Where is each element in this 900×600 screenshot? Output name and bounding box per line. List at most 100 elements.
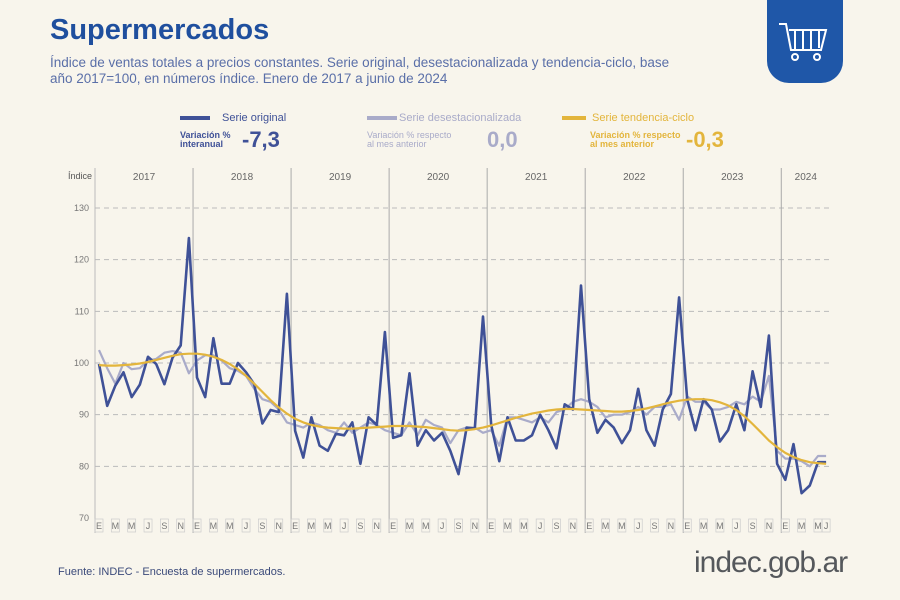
month-tick-box [94,518,104,533]
year-label: 2018 [231,172,254,183]
month-tick-box [225,518,235,533]
month-label: M [814,521,822,531]
month-tick-box [699,518,708,533]
month-tick-box [617,518,627,533]
month-tick-box [584,518,594,533]
month-tick-box [127,518,137,533]
stat-value-desestacionalizada: 0,0 [487,127,518,152]
month-label: J [146,521,151,531]
stat-label: Variación % respecto al mes anterior [590,131,681,149]
month-label: N [668,521,675,531]
month-label: J [824,521,829,531]
month-label: N [766,521,773,531]
month-label: M [618,521,626,531]
stat-label-line: Variación % respecto [367,130,452,140]
month-tick-box [552,518,561,533]
month-label: E [782,521,788,531]
month-label: E [586,521,592,531]
month-label: J [734,521,739,531]
month-tick-box [601,518,610,533]
month-tick-box [437,518,447,533]
month-label: S [161,521,167,531]
month-tick-box [535,518,545,533]
series-line-original [97,236,827,495]
month-tick-box [388,518,398,533]
month-label: E [96,521,102,531]
month-label: M [406,521,414,531]
y-tick-label: 110 [75,306,89,316]
month-tick-box [209,518,218,533]
month-label: J [244,521,249,531]
y-tick-label: 100 [74,358,89,368]
month-label: J [440,521,445,531]
month-tick-box [176,518,186,533]
month-tick-box [290,518,300,533]
month-tick-box [821,518,831,533]
month-tick-box [258,518,267,533]
month-label: M [112,521,120,531]
month-tick-box [323,518,333,533]
month-tick-box [780,518,790,533]
month-tick-box [682,518,692,533]
month-tick-box [307,518,316,533]
month-tick-box [143,518,153,533]
y-tick-label: 80 [79,461,89,471]
stat-value-tendencia: -0,3 [686,127,724,152]
month-label: M [226,521,234,531]
month-tick-box [421,518,431,533]
month-label: M [602,521,610,531]
stat-label-line: al mes anterior [367,139,427,149]
legend-label: Serie original [222,112,287,124]
legend-label: Serie desestacionalizada [399,112,522,124]
month-label: M [700,521,708,531]
month-tick-box [454,518,463,533]
month-label: J [342,521,347,531]
month-tick-box [748,518,757,533]
source-note: Fuente: INDEC - Encuesta de supermercado… [58,566,286,578]
stat-value-original: -7,3 [242,127,280,152]
month-label: S [652,521,658,531]
year-label: 2021 [525,172,548,183]
month-label: N [177,521,184,531]
month-label: E [684,521,690,531]
month-label: J [636,521,641,531]
stat-label-line: Variación % [180,130,231,140]
month-tick-box [356,518,365,533]
month-label: M [798,521,806,531]
month-tick-box [731,518,741,533]
shopping-cart-badge [767,0,843,83]
legend-item-original: Serie original [180,112,286,124]
month-label: E [292,521,298,531]
month-label: N [472,521,479,531]
stat-label: Variación % interanual [180,131,231,149]
month-label: M [308,521,316,531]
month-label: E [390,521,396,531]
month-tick-box [192,518,202,533]
year-label: 2019 [329,172,352,183]
month-tick-box [666,518,676,533]
month-label: N [374,521,381,531]
year-label: 2024 [795,172,818,183]
month-label: E [488,521,494,531]
month-label: M [128,521,136,531]
indec-logo: indec.gob.ar [694,546,848,579]
month-tick-box [339,518,349,533]
month-label: S [357,521,363,531]
month-label: M [210,521,218,531]
month-label: M [520,521,528,531]
month-label: M [716,521,724,531]
shopping-cart-icon [779,23,828,61]
legend-swatch [562,116,586,121]
month-tick-box [715,518,725,533]
month-tick-box [650,518,659,533]
y-tick-label: 70 [79,513,89,523]
month-label: S [750,521,756,531]
month-label: M [324,521,332,531]
y-tick-label: 90 [79,410,89,420]
stat-label-line: Variación % respecto [590,130,681,140]
month-label: J [538,521,543,531]
legend-swatch [367,116,397,121]
y-tick-label: 120 [74,255,89,265]
month-tick-box [110,518,120,533]
month-tick-box [486,518,496,533]
